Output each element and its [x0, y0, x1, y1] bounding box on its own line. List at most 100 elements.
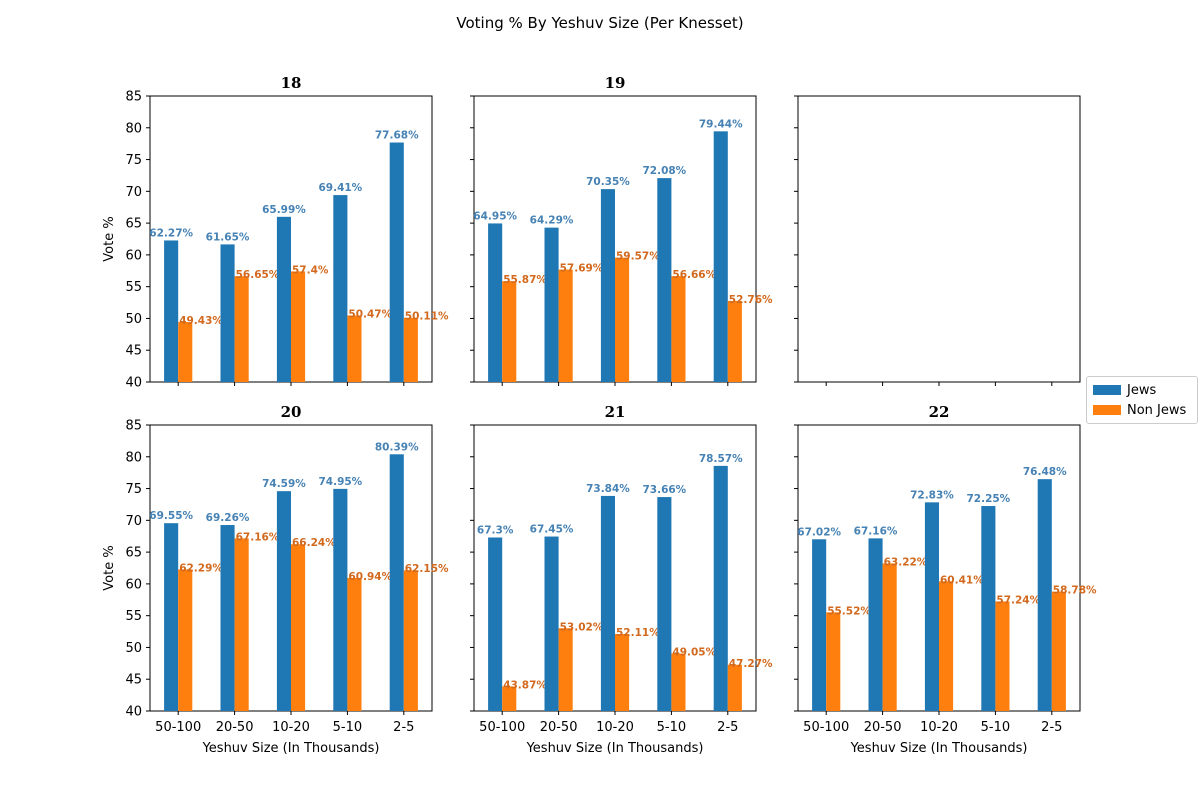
- subplot-4-ylabel: Vote %: [102, 545, 117, 590]
- subplot-5-xtick-label: 5-10: [657, 720, 687, 735]
- subplot-6-bar-jews: [981, 506, 996, 711]
- subplot-2-bar-jews: [657, 178, 672, 382]
- legend: Jews Non Jews: [1086, 376, 1198, 424]
- subplot-4-ytick-label: 55: [125, 609, 142, 624]
- subplot-1-ytick-label: 45: [125, 344, 142, 359]
- subplot-5-bar-jews: [600, 495, 615, 711]
- subplot-4-bar-non-jews: [234, 538, 249, 711]
- subplot-1-ytick-label: 70: [125, 185, 142, 200]
- subplot-4-data-label-jews: 80.39%: [375, 441, 419, 453]
- subplot-3-axes-frame: [797, 95, 1081, 383]
- subplot-6-data-label-jews: 72.25%: [966, 493, 1010, 505]
- subplot-5-bar-non-jews: [502, 686, 517, 711]
- subplot-2-title: 19: [605, 74, 626, 92]
- subplot-2-bar-non-jews: [502, 281, 517, 382]
- subplot-5-xtick-label: 10-20: [596, 720, 634, 735]
- subplot-2-data-label-non-jews: 52.76%: [729, 294, 773, 306]
- subplot-1-bar-non-jews: [234, 276, 249, 382]
- subplot-5-bar-non-jews: [558, 628, 573, 711]
- subplot-6-bar-jews: [812, 539, 827, 711]
- subplot-2-data-label-jews: 64.95%: [473, 210, 517, 222]
- subplot-6-xtick-label: 10-20: [920, 720, 958, 735]
- subplot-5-xtick-label: 20-50: [540, 720, 578, 735]
- subplot-4-data-label-jews: 69.55%: [149, 510, 193, 522]
- subplot-2-bar-jews: [488, 223, 503, 382]
- subplot-2-data-label-jews: 79.44%: [699, 118, 743, 130]
- subplot-1-bar-jews: [164, 240, 179, 382]
- subplot-5-bar-jews: [544, 536, 559, 711]
- subplot-5-bar-jews: [713, 465, 728, 711]
- subplot-5-data-label-jews: 73.84%: [586, 483, 630, 495]
- subplot-2-data-label-jews: 72.08%: [642, 165, 686, 177]
- subplot-1-ytick-label: 65: [125, 217, 142, 232]
- subplot-4-data-label-jews: 74.95%: [318, 476, 362, 488]
- subplot-1-bar-non-jews: [178, 322, 193, 382]
- subplot-6-data-label-jews: 76.48%: [1023, 466, 1067, 478]
- subplot-4-ytick-label: 80: [125, 450, 142, 465]
- subplot-1-data-label-jews: 61.65%: [206, 231, 250, 243]
- subplot-2-bar-non-jews: [671, 276, 686, 382]
- subplot-4-bar-jews: [389, 454, 404, 711]
- subplot-4-bar-jews: [276, 491, 291, 711]
- subplot-4-data-label-non-jews: 60.94%: [348, 571, 392, 583]
- legend-label-non-jews: Non Jews: [1127, 402, 1187, 418]
- subplot-2-bar-non-jews: [727, 300, 742, 382]
- subplot-1-ytick-label: 80: [125, 121, 142, 136]
- legend-label-jews: Jews: [1127, 382, 1157, 398]
- subplot-5-data-label-jews: 67.3%: [477, 524, 514, 536]
- subplot-4-data-label-non-jews: 62.29%: [179, 562, 223, 574]
- subplot-4-xtick-label: 2-5: [393, 720, 414, 735]
- subplot-6-data-label-jews: 72.83%: [910, 489, 954, 501]
- subplot-4-ytick-label: 75: [125, 482, 142, 497]
- subplot-4-bar-jews: [220, 525, 235, 711]
- subplot-2-data-label-non-jews: 56.66%: [672, 269, 716, 281]
- subplot-1-ytick-label: 40: [125, 376, 142, 391]
- subplot-2-bar-jews: [600, 189, 615, 382]
- subplot-4-xtick-label: 5-10: [333, 720, 363, 735]
- subplot-1-bar-non-jews: [403, 317, 418, 382]
- legend-item-non-jews: Non Jews: [1093, 401, 1186, 419]
- subplot-1-data-label-non-jews: 50.47%: [348, 308, 392, 320]
- subplot-6-data-label-non-jews: 57.24%: [996, 594, 1040, 606]
- subplot-6-bar-non-jews: [882, 563, 897, 711]
- subplot-1-bar-jews: [389, 142, 404, 382]
- subplot-5-bar-non-jews: [615, 634, 630, 711]
- subplot-1-ylabel: Vote %: [102, 216, 117, 261]
- subplot-2-bar-non-jews: [558, 269, 573, 382]
- subplot-4-data-label-jews: 74.59%: [262, 478, 306, 490]
- subplot-1-bar-non-jews: [291, 271, 306, 382]
- subplot-6-data-label-non-jews: 60.41%: [940, 574, 984, 586]
- subplot-5-data-label-non-jews: 47.27%: [729, 658, 773, 670]
- subplot-5-bar-jews: [488, 537, 503, 711]
- subplot-2-bar-non-jews: [615, 257, 630, 382]
- subplot-2-bar-jews: [713, 131, 728, 382]
- figure-title: Voting % By Yeshuv Size (Per Knesset): [456, 14, 743, 32]
- subplot-4-ytick-label: 60: [125, 577, 142, 592]
- subplot-4-ytick-label: 45: [125, 673, 142, 688]
- subplot-4-data-label-non-jews: 67.16%: [236, 531, 280, 543]
- subplot-1-data-label-jews: 69.41%: [318, 182, 362, 194]
- subplot-4-data-label-non-jews: 66.24%: [292, 537, 336, 549]
- subplot-1-bar-jews: [333, 195, 348, 382]
- subplot-2-bar-jews: [544, 227, 559, 382]
- subplot-5-data-label-jews: 78.57%: [699, 453, 743, 465]
- subplot-6-xtick-label: 20-50: [864, 720, 902, 735]
- subplot-1-data-label-non-jews: 56.65%: [236, 269, 280, 281]
- subplot-4-bar-non-jews: [347, 577, 362, 711]
- subplot-1-data-label-jews: 62.27%: [149, 227, 193, 239]
- subplot-1-data-label-non-jews: 57.4%: [292, 264, 329, 276]
- subplot-6-data-label-non-jews: 55.52%: [827, 605, 871, 617]
- subplot-4-bar-jews: [333, 488, 348, 711]
- subplot-4-ytick-label: 50: [125, 641, 142, 656]
- subplot-6-bar-jews: [924, 502, 939, 711]
- subplot-6-bar-jews: [1037, 479, 1052, 711]
- subplot-6-bar-non-jews: [1051, 591, 1066, 711]
- subplot-5-xtick-label: 50-100: [479, 720, 525, 735]
- subplot-5-data-label-jews: 73.66%: [642, 484, 686, 496]
- subplot-5-data-label-non-jews: 53.02%: [560, 621, 604, 633]
- subplot-6-data-label-jews: 67.16%: [854, 525, 898, 537]
- subplot-2-data-label-non-jews: 55.87%: [503, 274, 547, 286]
- subplot-5-data-label-jews: 67.45%: [530, 524, 574, 536]
- subplot-2-data-label-non-jews: 59.57%: [616, 251, 660, 263]
- subplot-5-xtick-label: 2-5: [717, 720, 738, 735]
